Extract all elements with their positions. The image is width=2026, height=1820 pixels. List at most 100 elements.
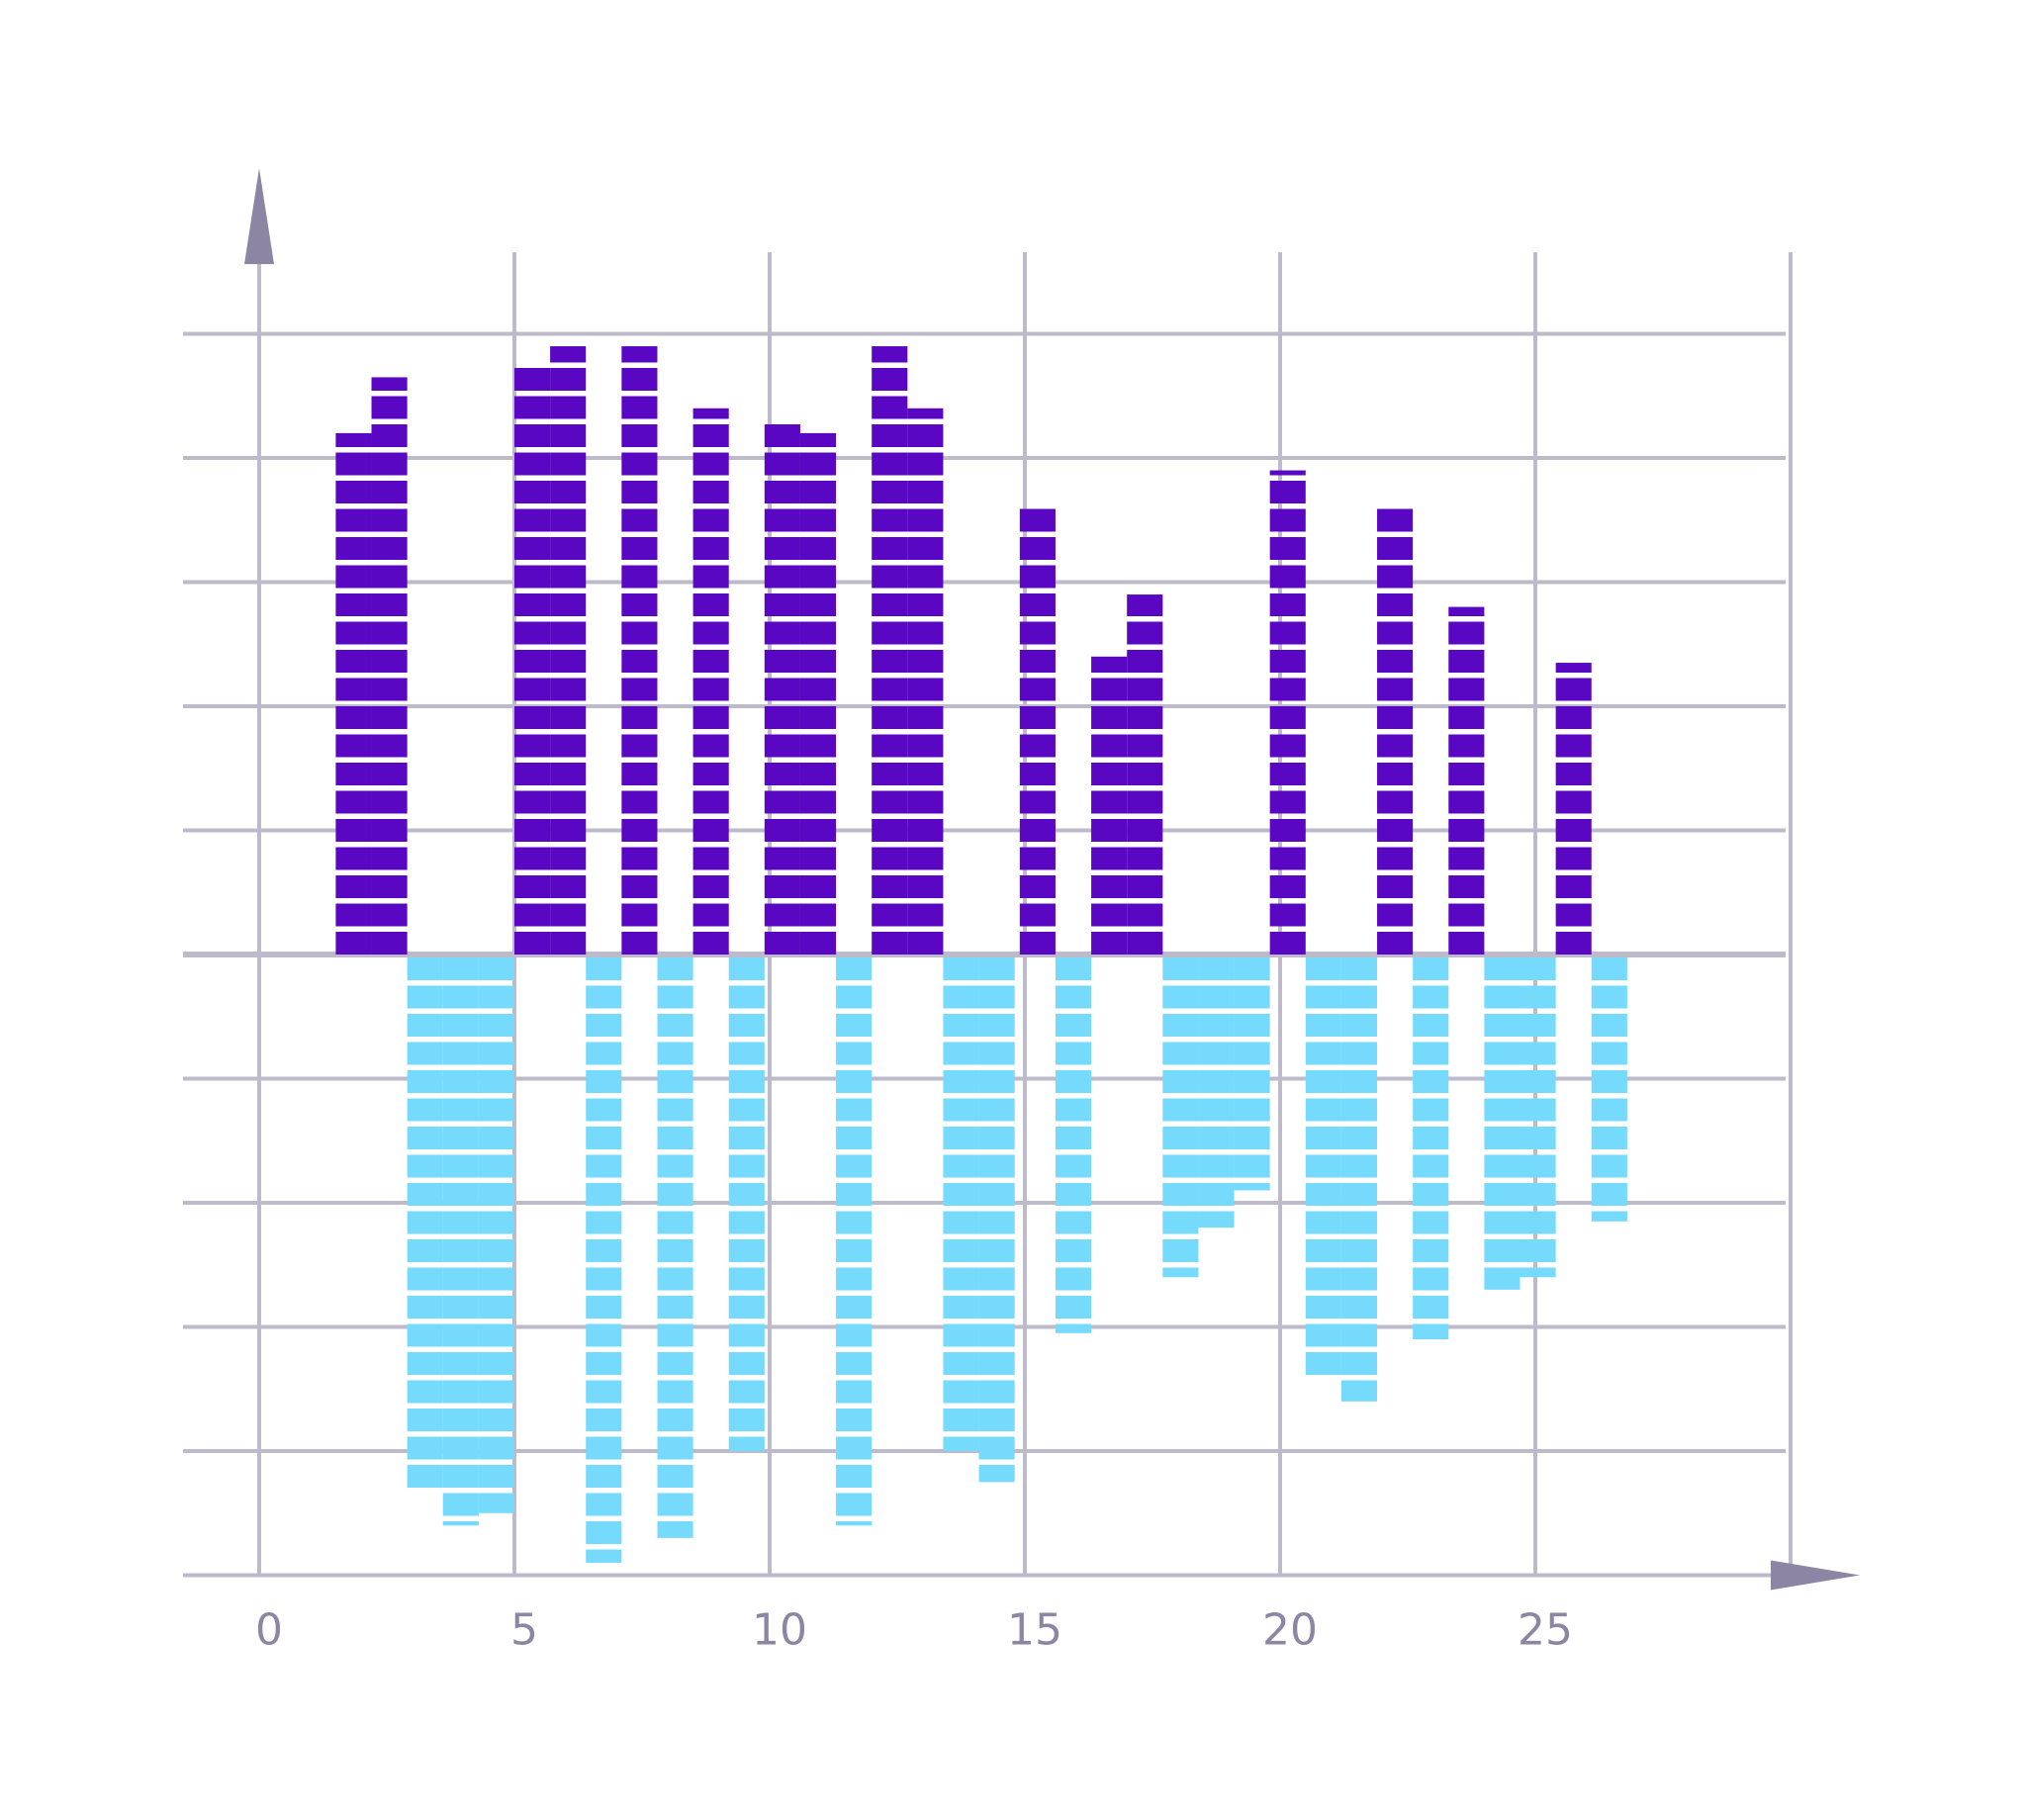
bar xyxy=(728,957,765,1451)
bar-stripe xyxy=(371,508,408,532)
bar-stripe xyxy=(371,377,408,391)
bar-stripe xyxy=(799,734,837,758)
bar-stripe xyxy=(764,621,800,645)
bar-stripe xyxy=(586,1549,622,1563)
bar-stripe xyxy=(1413,1239,1449,1262)
bar-stripe xyxy=(728,1127,765,1149)
bar-stripe xyxy=(1520,1127,1556,1149)
bar-stripe xyxy=(586,1183,622,1206)
bar-stripe xyxy=(514,481,551,503)
bar-stripe xyxy=(1019,847,1056,870)
bar-stripe xyxy=(514,903,551,927)
bar-stripe xyxy=(550,903,587,927)
bar-stripe xyxy=(1591,985,1627,1009)
bar-stripe xyxy=(1555,847,1592,870)
bar-stripe xyxy=(692,734,729,758)
bar-stripe xyxy=(371,847,408,870)
bar-stripe xyxy=(1019,537,1056,560)
bar-stripe xyxy=(764,903,800,927)
bar-stripe xyxy=(335,819,372,842)
bar-stripe xyxy=(1340,1183,1378,1206)
bar-stripe xyxy=(872,508,908,532)
bar-stripe xyxy=(1269,875,1306,898)
bar-stripe xyxy=(872,424,908,447)
bar-stripe xyxy=(799,875,837,898)
bar xyxy=(586,957,622,1563)
bar-stripe xyxy=(1484,1211,1520,1234)
bar-stripe xyxy=(943,1127,979,1149)
bar-stripe xyxy=(692,481,729,503)
bar-stripe xyxy=(1055,1098,1092,1122)
bar-stripe xyxy=(335,734,372,758)
bar-stripe xyxy=(836,1042,873,1065)
bar-stripe xyxy=(1413,1296,1449,1319)
bar-stripe xyxy=(1484,957,1520,980)
bar-stripe xyxy=(799,763,837,785)
bar-stripe xyxy=(550,537,587,560)
bar xyxy=(1091,656,1128,955)
bar-stripe xyxy=(907,621,944,645)
bar-stripe xyxy=(1162,1211,1199,1234)
bar-stripe xyxy=(764,875,800,898)
bar-stripe xyxy=(978,1042,1015,1065)
bar-stripe xyxy=(728,1183,765,1206)
bar-stripe xyxy=(407,1098,443,1122)
bar-stripe xyxy=(442,1465,479,1488)
bar-stripe xyxy=(799,932,837,955)
bar-stripe xyxy=(1019,706,1056,729)
bar-stripe xyxy=(550,706,587,729)
bar-stripe xyxy=(978,1127,1015,1149)
bar-stripe xyxy=(872,706,908,729)
bar xyxy=(1484,957,1520,1290)
bar-stripe xyxy=(836,1323,873,1347)
bar-stripe xyxy=(1162,1127,1199,1149)
bar-stripe xyxy=(1127,847,1163,870)
bar-stripe xyxy=(550,734,587,758)
bar-stripe xyxy=(442,1296,479,1319)
bar-stripe xyxy=(1305,1183,1341,1206)
bar-stripe xyxy=(1340,1239,1378,1262)
bar-stripe xyxy=(621,396,658,419)
bar-stripe xyxy=(550,346,587,363)
bar-stripe xyxy=(550,790,587,814)
bar-stripe xyxy=(1555,903,1592,927)
bar-stripe xyxy=(872,734,908,758)
bar-stripe xyxy=(728,1098,765,1122)
bar-stripe xyxy=(371,621,408,645)
bar-stripe xyxy=(1448,621,1485,645)
bar-stripe xyxy=(621,537,658,560)
bar-stripe xyxy=(1162,1042,1199,1065)
bar-stripe xyxy=(872,903,908,927)
bar-stripe xyxy=(371,678,408,701)
bar-stripe xyxy=(1520,1014,1556,1037)
bar-stripe xyxy=(1091,763,1128,785)
bar-stripe xyxy=(550,875,587,898)
bar-stripe xyxy=(442,1436,479,1460)
bar-stripe xyxy=(836,1127,873,1149)
bar-stripe xyxy=(872,819,908,842)
bar-stripe xyxy=(550,565,587,589)
positive-series xyxy=(335,346,1592,955)
bar-stripe xyxy=(335,452,372,476)
bar-stripe xyxy=(907,932,944,955)
bar-stripe xyxy=(943,1042,979,1065)
bar-stripe xyxy=(978,1267,1015,1291)
bar-stripe xyxy=(371,452,408,476)
bar-stripe xyxy=(621,593,658,616)
bar-stripe xyxy=(586,1211,622,1234)
bar-stripe xyxy=(1520,1154,1556,1178)
bar-stripe xyxy=(799,847,837,870)
bar-stripe xyxy=(1269,819,1306,842)
bar-stripe xyxy=(1377,650,1414,673)
bar-stripe xyxy=(692,706,729,729)
bar-stripe xyxy=(586,1493,622,1516)
bar-stripe xyxy=(442,1127,479,1149)
bar-stripe xyxy=(1198,985,1235,1009)
bar-stripe xyxy=(478,1098,514,1122)
bar-stripe xyxy=(907,734,944,758)
bar-stripe xyxy=(1555,706,1592,729)
bar-stripe xyxy=(1234,957,1270,980)
bar-stripe xyxy=(799,452,837,476)
bar-stripe xyxy=(1340,1098,1378,1122)
bar-stripe xyxy=(907,565,944,589)
